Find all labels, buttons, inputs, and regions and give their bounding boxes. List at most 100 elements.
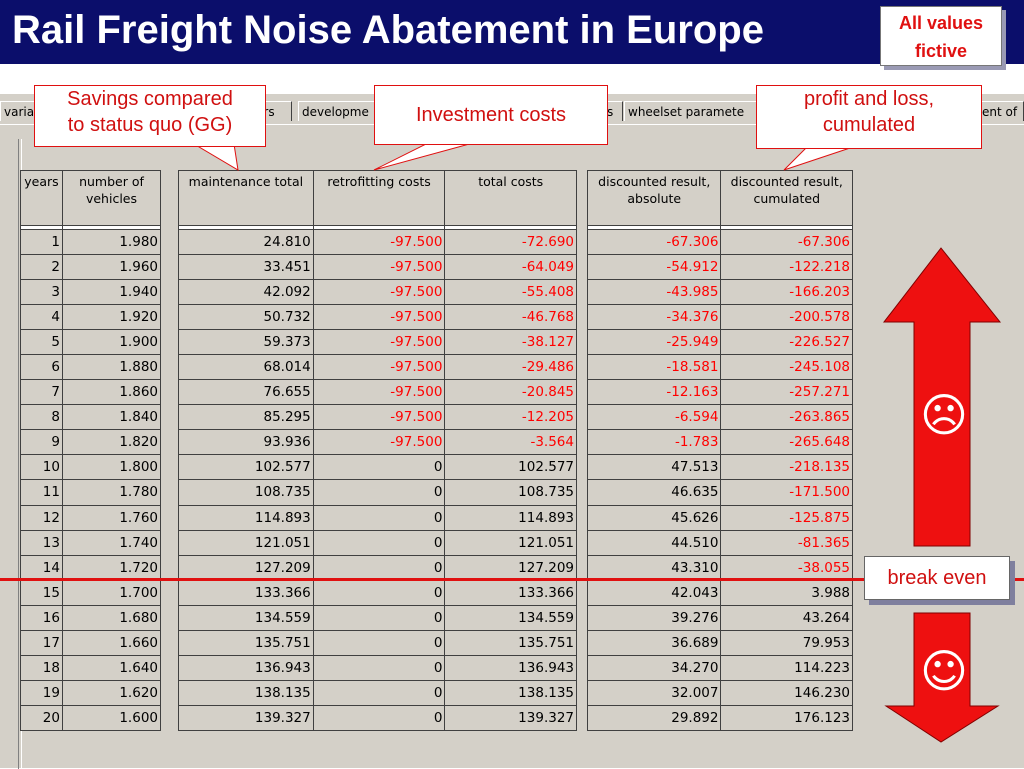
cell-retrofitting[interactable]: -97.500 [312, 404, 446, 431]
cell-year[interactable]: 11 [20, 479, 63, 506]
cell-year[interactable]: 12 [20, 504, 63, 531]
cell-discounted-cumulated[interactable]: -125.875 [720, 504, 853, 531]
cell-year[interactable]: 13 [20, 529, 63, 556]
cell-year[interactable]: 16 [20, 604, 63, 631]
cell-retrofitting[interactable]: 0 [312, 579, 446, 606]
cell-discounted-absolute[interactable]: 45.626 [586, 504, 722, 531]
cell-total-costs[interactable]: -12.205 [444, 404, 577, 431]
cell-year[interactable]: 3 [20, 279, 63, 306]
cell-year[interactable]: 2 [20, 254, 63, 281]
cell-total-costs[interactable]: 121.051 [444, 529, 577, 556]
cell-maintenance[interactable]: 85.295 [178, 404, 314, 431]
cell-retrofitting[interactable]: 0 [312, 454, 446, 481]
cell-total-costs[interactable]: 102.577 [444, 454, 577, 481]
cell-maintenance[interactable]: 121.051 [178, 529, 314, 556]
cell-discounted-absolute[interactable]: -54.912 [586, 254, 722, 281]
cell-total-costs[interactable]: -20.845 [444, 379, 577, 406]
cell-retrofitting[interactable]: -97.500 [312, 228, 446, 256]
cell-discounted-cumulated[interactable]: -166.203 [720, 279, 853, 306]
cell-vehicles[interactable]: 1.820 [61, 429, 162, 456]
cell-retrofitting[interactable]: -97.500 [312, 329, 446, 356]
cell-retrofitting[interactable]: -97.500 [312, 254, 446, 281]
cell-total-costs[interactable]: 135.751 [444, 629, 577, 656]
cell-retrofitting[interactable]: -97.500 [312, 354, 446, 381]
cell-vehicles[interactable]: 1.900 [61, 329, 162, 356]
cell-discounted-absolute[interactable]: -67.306 [586, 228, 722, 256]
cell-discounted-absolute[interactable]: 42.043 [586, 579, 722, 606]
cell-discounted-cumulated[interactable]: -38.055 [720, 554, 853, 581]
cell-vehicles[interactable]: 1.760 [61, 504, 162, 531]
cell-vehicles[interactable]: 1.920 [61, 304, 162, 331]
cell-discounted-absolute[interactable]: -43.985 [586, 279, 722, 306]
cell-discounted-cumulated[interactable]: -200.578 [720, 304, 853, 331]
cell-total-costs[interactable]: -72.690 [444, 228, 577, 256]
cell-year[interactable]: 7 [20, 379, 63, 406]
tab-development[interactable]: developme [298, 101, 378, 121]
cell-discounted-absolute[interactable]: -1.783 [586, 429, 722, 456]
cell-year[interactable]: 17 [20, 629, 63, 656]
cell-discounted-absolute[interactable]: -12.163 [586, 379, 722, 406]
cell-discounted-absolute[interactable]: -18.581 [586, 354, 722, 381]
cell-total-costs[interactable]: 133.366 [444, 579, 577, 606]
tab-wheelset-parameters[interactable]: wheelset paramete [624, 101, 764, 121]
cell-year[interactable]: 14 [20, 554, 63, 581]
cell-discounted-cumulated[interactable]: -226.527 [720, 329, 853, 356]
cell-total-costs[interactable]: 138.135 [444, 679, 577, 706]
cell-discounted-absolute[interactable]: 29.892 [586, 704, 722, 731]
cell-vehicles[interactable]: 1.860 [61, 379, 162, 406]
cell-vehicles[interactable]: 1.640 [61, 654, 162, 681]
cell-year[interactable]: 5 [20, 329, 63, 356]
cell-maintenance[interactable]: 135.751 [178, 629, 314, 656]
cell-discounted-cumulated[interactable]: 146.230 [720, 679, 853, 706]
cell-total-costs[interactable]: -38.127 [444, 329, 577, 356]
cell-year[interactable]: 8 [20, 404, 63, 431]
cell-discounted-absolute[interactable]: -34.376 [586, 304, 722, 331]
cell-maintenance[interactable]: 133.366 [178, 579, 314, 606]
cell-year[interactable]: 20 [20, 704, 63, 731]
cell-maintenance[interactable]: 134.559 [178, 604, 314, 631]
cell-vehicles[interactable]: 1.960 [61, 254, 162, 281]
cell-vehicles[interactable]: 1.600 [61, 704, 162, 731]
cell-discounted-absolute[interactable]: 44.510 [586, 529, 722, 556]
cell-vehicles[interactable]: 1.940 [61, 279, 162, 306]
cell-discounted-cumulated[interactable]: 114.223 [720, 654, 853, 681]
cell-discounted-absolute[interactable]: 43.310 [586, 554, 722, 581]
cell-vehicles[interactable]: 1.660 [61, 629, 162, 656]
cell-vehicles[interactable]: 1.700 [61, 579, 162, 606]
tab-development-of[interactable]: ent of [978, 101, 1024, 121]
cell-discounted-cumulated[interactable]: -265.648 [720, 429, 853, 456]
cell-vehicles[interactable]: 1.680 [61, 604, 162, 631]
cell-maintenance[interactable]: 108.735 [178, 479, 314, 506]
cell-discounted-absolute[interactable]: 32.007 [586, 679, 722, 706]
cell-discounted-cumulated[interactable]: 43.264 [720, 604, 853, 631]
cell-discounted-absolute[interactable]: 34.270 [586, 654, 722, 681]
cell-total-costs[interactable]: -55.408 [444, 279, 577, 306]
cell-retrofitting[interactable]: 0 [312, 554, 446, 581]
cell-maintenance[interactable]: 127.209 [178, 554, 314, 581]
cell-year[interactable]: 6 [20, 354, 63, 381]
cell-maintenance[interactable]: 139.327 [178, 704, 314, 731]
cell-maintenance[interactable]: 138.135 [178, 679, 314, 706]
cell-maintenance[interactable]: 114.893 [178, 504, 314, 531]
cell-vehicles[interactable]: 1.620 [61, 679, 162, 706]
cell-total-costs[interactable]: 127.209 [444, 554, 577, 581]
cell-year[interactable]: 19 [20, 679, 63, 706]
cell-discounted-cumulated[interactable]: -257.271 [720, 379, 853, 406]
cell-year[interactable]: 18 [20, 654, 63, 681]
cell-vehicles[interactable]: 1.880 [61, 354, 162, 381]
cell-year[interactable]: 9 [20, 429, 63, 456]
cell-maintenance[interactable]: 42.092 [178, 279, 314, 306]
cell-year[interactable]: 10 [20, 454, 63, 481]
cell-maintenance[interactable]: 76.655 [178, 379, 314, 406]
cell-discounted-cumulated[interactable]: 176.123 [720, 704, 853, 731]
cell-retrofitting[interactable]: -97.500 [312, 304, 446, 331]
cell-retrofitting[interactable]: 0 [312, 629, 446, 656]
cell-retrofitting[interactable]: -97.500 [312, 429, 446, 456]
cell-discounted-cumulated[interactable]: -81.365 [720, 529, 853, 556]
cell-total-costs[interactable]: 134.559 [444, 604, 577, 631]
tab-variants[interactable]: varia [0, 101, 38, 121]
cell-discounted-absolute[interactable]: 39.276 [586, 604, 722, 631]
cell-total-costs[interactable]: -64.049 [444, 254, 577, 281]
cell-retrofitting[interactable]: -97.500 [312, 379, 446, 406]
cell-maintenance[interactable]: 102.577 [178, 454, 314, 481]
